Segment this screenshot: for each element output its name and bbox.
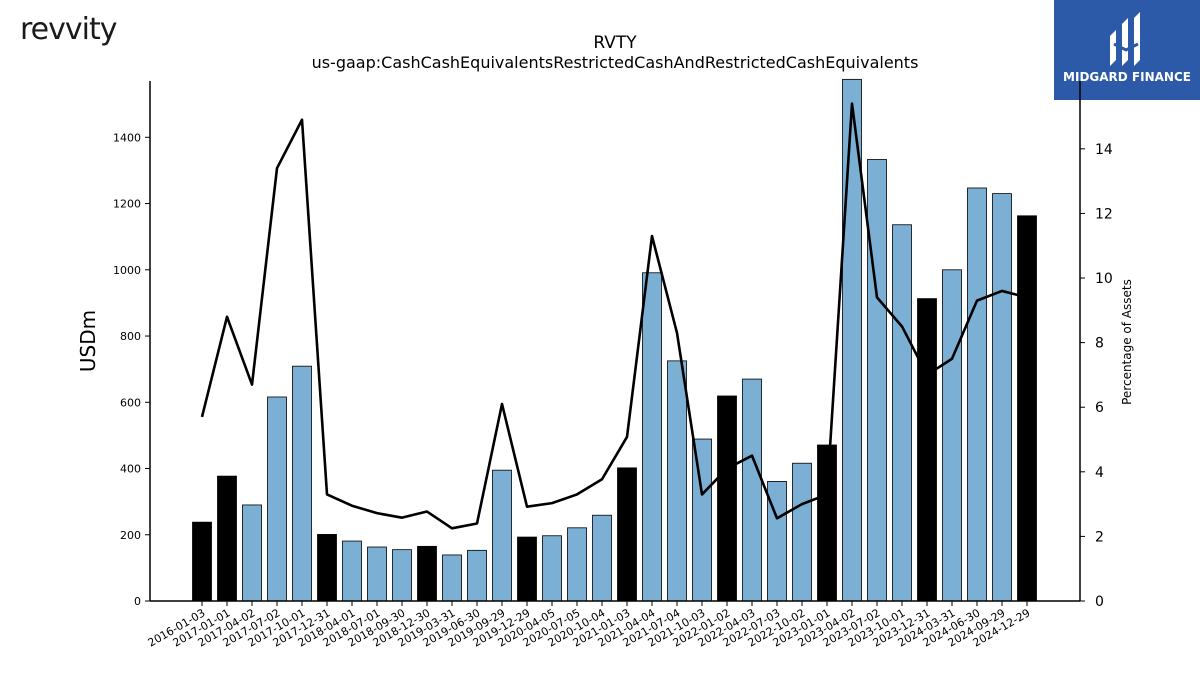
bar (267, 396, 287, 602)
y-axis-label: USDm (76, 310, 100, 372)
revvity-logo: revvity (20, 12, 117, 47)
y2-tick-label: 6 (1095, 400, 1104, 416)
bar (242, 504, 262, 602)
bar (567, 527, 587, 602)
bar (492, 469, 512, 602)
bar (367, 546, 387, 602)
bar (417, 545, 437, 602)
bar (467, 549, 487, 602)
y-tick-label: 1200 (113, 198, 141, 211)
bar (917, 298, 937, 602)
bar (867, 159, 887, 602)
bar (192, 521, 212, 602)
bar (892, 224, 912, 602)
bar (442, 554, 462, 602)
y-tick-label: 0 (134, 595, 141, 608)
y-tick-label: 200 (120, 529, 141, 542)
y2-tick-label: 10 (1095, 271, 1113, 287)
y2-tick-label: 0 (1095, 594, 1104, 610)
bar (717, 395, 737, 602)
bar (617, 467, 637, 602)
y2-tick-label: 4 (1095, 465, 1104, 481)
bar (317, 534, 337, 602)
bar (967, 187, 987, 602)
midgard-finance-logo: MIDGARD FINANCE (1054, 0, 1200, 100)
y2-tick-label: 8 (1095, 336, 1104, 352)
chart-title: RVTY (593, 33, 637, 53)
pct-assets-line (200, 102, 1028, 530)
bar (517, 536, 537, 602)
y-tick-label: 400 (120, 463, 141, 476)
y-tick-label: 800 (120, 330, 141, 343)
bar (542, 535, 562, 602)
bar (217, 475, 237, 602)
y-tick-label: 600 (120, 396, 141, 409)
bar (992, 193, 1012, 602)
bar (742, 378, 762, 602)
midgard-logo-icon (1110, 12, 1140, 66)
bar (692, 438, 712, 602)
bar (942, 269, 962, 602)
bar (817, 444, 837, 602)
midgard-logo-text: MIDGARD FINANCE (1063, 70, 1191, 84)
y2-tick-label: 12 (1095, 206, 1113, 222)
bar (292, 365, 312, 602)
chart-subtitle: us-gaap:CashCashEquivalentsRestrictedCas… (311, 53, 919, 72)
bar (1017, 215, 1037, 602)
y2-tick-label: 2 (1095, 529, 1104, 545)
y-tick-label: 1400 (113, 131, 141, 144)
bar (642, 272, 662, 602)
bar (392, 549, 412, 602)
bar (342, 540, 362, 602)
y2-tick-label: 14 (1095, 142, 1113, 158)
y-tick-label: 1000 (113, 264, 141, 277)
bar (792, 462, 812, 602)
bar (667, 360, 687, 602)
y2-axis-label: Percentage of Assets (1120, 279, 1134, 405)
bar (592, 514, 612, 602)
